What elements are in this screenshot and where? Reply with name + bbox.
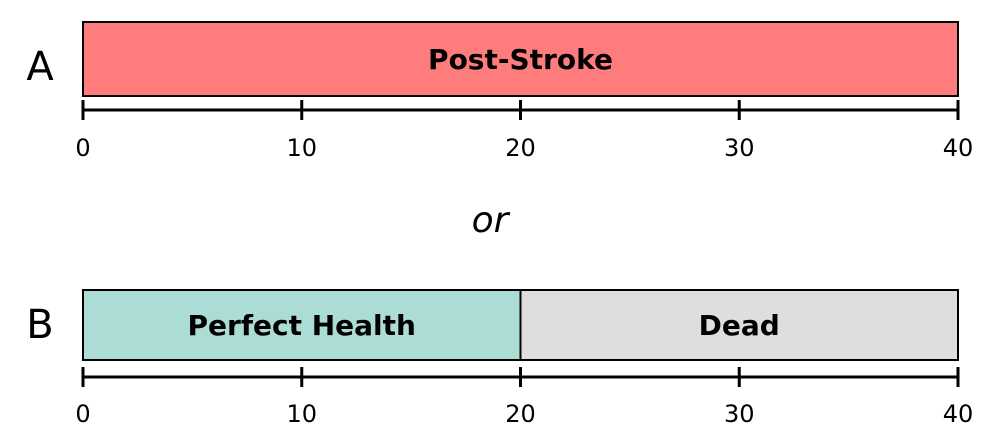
tick-label: 30: [724, 400, 755, 428]
segment-1-label: Dead: [699, 309, 780, 342]
segment-0-label: Post-Stroke: [428, 43, 613, 76]
tick-label: 0: [75, 400, 90, 428]
scenario-b-bar: Perfect Health Dead: [82, 289, 959, 361]
segment-0-box: [82, 21, 959, 97]
tick-label: 30: [724, 134, 755, 162]
segment-0-label: Perfect Health: [188, 309, 416, 342]
tick-label: 10: [286, 134, 317, 162]
axis-a: 0 10 20 30 40: [75, 100, 973, 162]
tick-label: 20: [505, 134, 536, 162]
tick-label: 0: [75, 134, 90, 162]
panel-a-letter: A: [26, 44, 54, 90]
tick-label: 40: [943, 134, 974, 162]
axis-b: 0 10 20 30 40: [75, 367, 973, 428]
or-connector: or: [472, 200, 511, 241]
panel-b-letter: B: [26, 302, 53, 348]
segment-1-box: [519, 289, 959, 361]
scenario-a-bar: Post-Stroke: [82, 21, 959, 97]
tick-label: 20: [505, 400, 536, 428]
tick-label: 10: [286, 400, 317, 428]
tick-label: 40: [943, 400, 974, 428]
